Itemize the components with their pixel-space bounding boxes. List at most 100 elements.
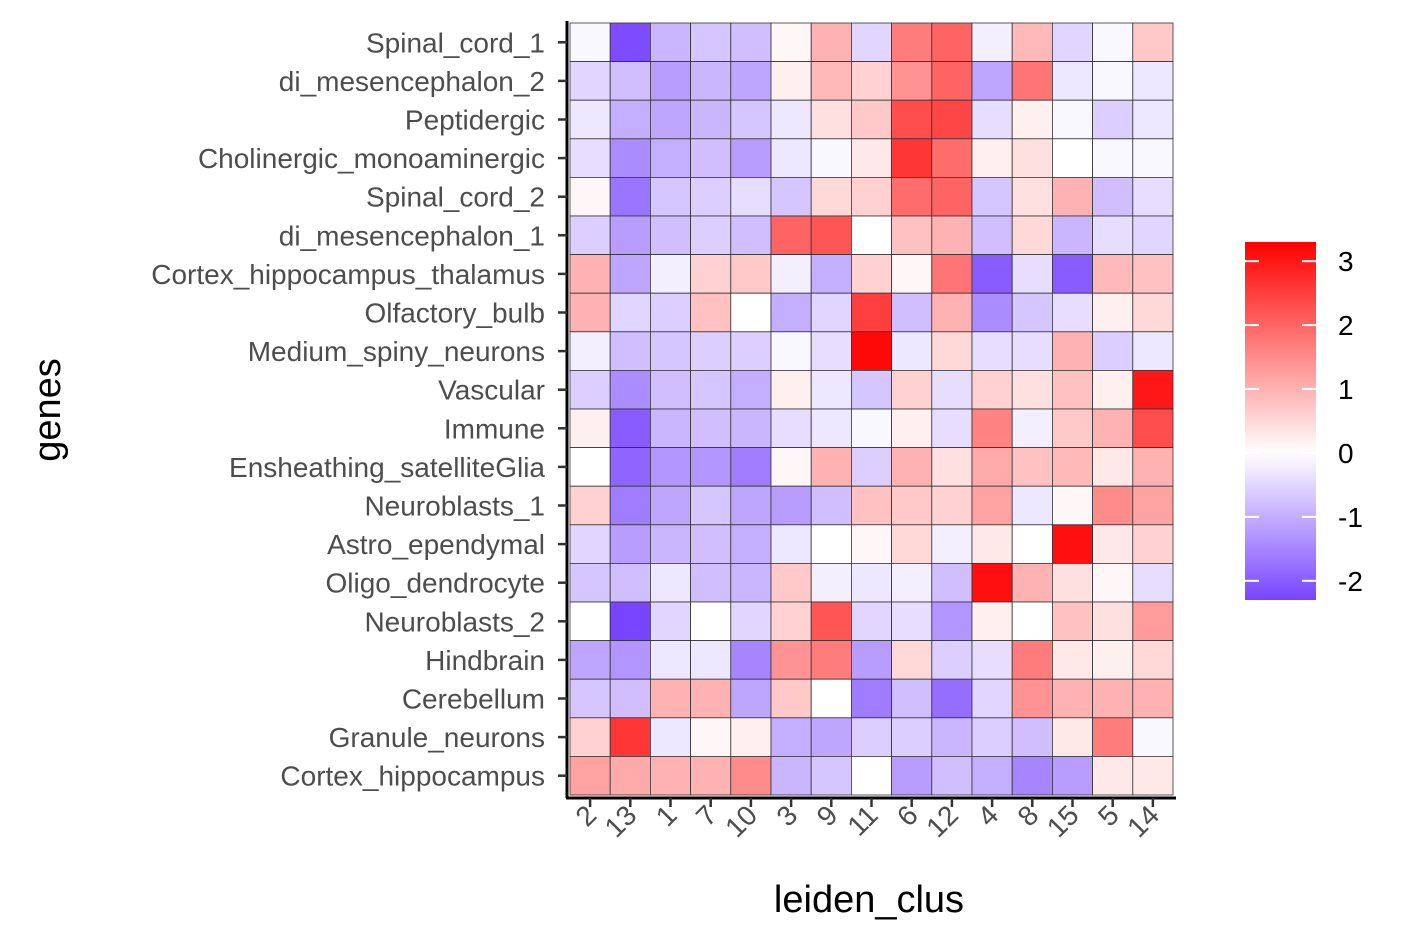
heatmap-cell xyxy=(931,292,973,333)
heatmap-cell xyxy=(690,563,732,603)
heatmap-cell xyxy=(1092,22,1134,62)
heatmap-cell xyxy=(690,331,732,371)
heatmap-cell xyxy=(971,408,1013,448)
heatmap-cell xyxy=(770,176,812,217)
x-tick-label: 3 xyxy=(770,799,803,832)
x-tick-label: 12 xyxy=(920,799,964,843)
heatmap-cell xyxy=(609,756,651,796)
heatmap-cell xyxy=(690,215,732,255)
heatmap-cell xyxy=(1092,717,1134,757)
heatmap-cell xyxy=(851,22,893,62)
heatmap-cell xyxy=(770,215,812,255)
heatmap-cell xyxy=(1011,678,1053,719)
heatmap-cell xyxy=(1052,369,1094,410)
heatmap-cell xyxy=(690,640,732,680)
heatmap-cell xyxy=(1132,447,1174,487)
heatmap-cell xyxy=(569,138,611,178)
heatmap-cell xyxy=(1011,254,1053,294)
y-tick-label: Vascular xyxy=(438,375,545,406)
heatmap-cell xyxy=(569,524,611,564)
heatmap-cell xyxy=(609,61,651,101)
heatmap-cell xyxy=(650,485,692,526)
heatmap-cell xyxy=(730,485,772,526)
heatmap-cell xyxy=(1052,22,1094,62)
colorbar-label: -1 xyxy=(1338,502,1363,533)
heatmap-cell xyxy=(650,292,692,333)
heatmap-cell xyxy=(569,756,611,796)
heatmap-cell xyxy=(650,408,692,448)
heatmap-cell xyxy=(609,717,651,757)
heatmap-cell xyxy=(569,601,611,641)
heatmap-cell xyxy=(1052,99,1094,140)
heatmap-cell xyxy=(690,369,732,410)
heatmap-cell xyxy=(1052,678,1094,719)
x-tick-label: 2 xyxy=(569,799,602,832)
heatmap-cell xyxy=(851,176,893,217)
heatmap-cell xyxy=(770,292,812,333)
heatmap-cell xyxy=(851,678,893,719)
heatmap-cell xyxy=(770,331,812,371)
heatmap-cell xyxy=(1092,138,1134,178)
heatmap-cell xyxy=(1011,447,1053,487)
heatmap-cell xyxy=(730,22,772,62)
heatmap-cell xyxy=(971,678,1013,719)
heatmap-cell xyxy=(730,176,772,217)
y-tick-label: Neuroblasts_1 xyxy=(364,491,545,522)
heatmap-cell xyxy=(609,408,651,448)
heatmap-cell xyxy=(770,369,812,410)
heatmap-cell xyxy=(931,215,973,255)
heatmap-cell xyxy=(891,138,933,178)
heatmap-cell xyxy=(609,369,651,410)
heatmap-cell xyxy=(971,563,1013,603)
heatmap-cell xyxy=(1092,485,1134,526)
heatmap-cell xyxy=(1011,99,1053,140)
y-tick-label: Olfactory_bulb xyxy=(364,298,545,329)
heatmap-cell xyxy=(851,138,893,178)
heatmap-cell xyxy=(1132,563,1174,603)
heatmap-cell xyxy=(851,292,893,333)
heatmap-cell xyxy=(690,61,732,101)
heatmap-cell xyxy=(609,176,651,217)
x-tick-label: 11 xyxy=(841,799,883,841)
heatmap-cell xyxy=(1092,678,1134,719)
x-tick-label: 9 xyxy=(811,799,844,832)
heatmap-cell xyxy=(810,331,852,371)
heatmap-cell xyxy=(1132,485,1174,526)
heatmap-cell xyxy=(851,215,893,255)
heatmap-cell xyxy=(1011,640,1053,680)
heatmap-cell xyxy=(891,176,933,217)
heatmap-cell xyxy=(770,254,812,294)
heatmap-cell xyxy=(770,408,812,448)
heatmap-cell xyxy=(1052,331,1094,371)
heatmap-cell xyxy=(1132,22,1174,62)
heatmap-cell xyxy=(569,292,611,333)
heatmap-cell xyxy=(1011,485,1053,526)
x-axis-title: leiden_clus xyxy=(774,879,964,921)
heatmap-cell xyxy=(810,292,852,333)
heatmap-cell xyxy=(569,447,611,487)
y-tick-label: Astro_ependymal xyxy=(327,529,545,560)
heatmap-cell xyxy=(1011,331,1053,371)
y-tick-label: Medium_spiny_neurons xyxy=(248,336,545,367)
heatmap-cell xyxy=(1011,176,1053,217)
heatmap-cell xyxy=(1052,61,1094,101)
heatmap-cell xyxy=(569,485,611,526)
x-tick-label: 14 xyxy=(1121,799,1165,843)
heatmap-cell xyxy=(650,22,692,62)
heatmap-cell xyxy=(1132,524,1174,564)
heatmap-cell xyxy=(569,563,611,603)
heatmap-cell xyxy=(650,678,692,719)
heatmap-cell xyxy=(650,524,692,564)
y-tick-label: Neuroblasts_2 xyxy=(364,606,545,637)
heatmap-cell xyxy=(810,640,852,680)
heatmap-cell xyxy=(1092,61,1134,101)
heatmap-cell xyxy=(1132,99,1174,140)
heatmap-cell xyxy=(1092,99,1134,140)
heatmap-cell xyxy=(650,640,692,680)
heatmap-cell xyxy=(609,292,651,333)
heatmap-cell xyxy=(609,485,651,526)
heatmap-cell xyxy=(931,601,973,641)
heatmap-cell xyxy=(931,99,973,140)
heatmap-cell xyxy=(730,331,772,371)
heatmap-cell xyxy=(1132,369,1174,410)
